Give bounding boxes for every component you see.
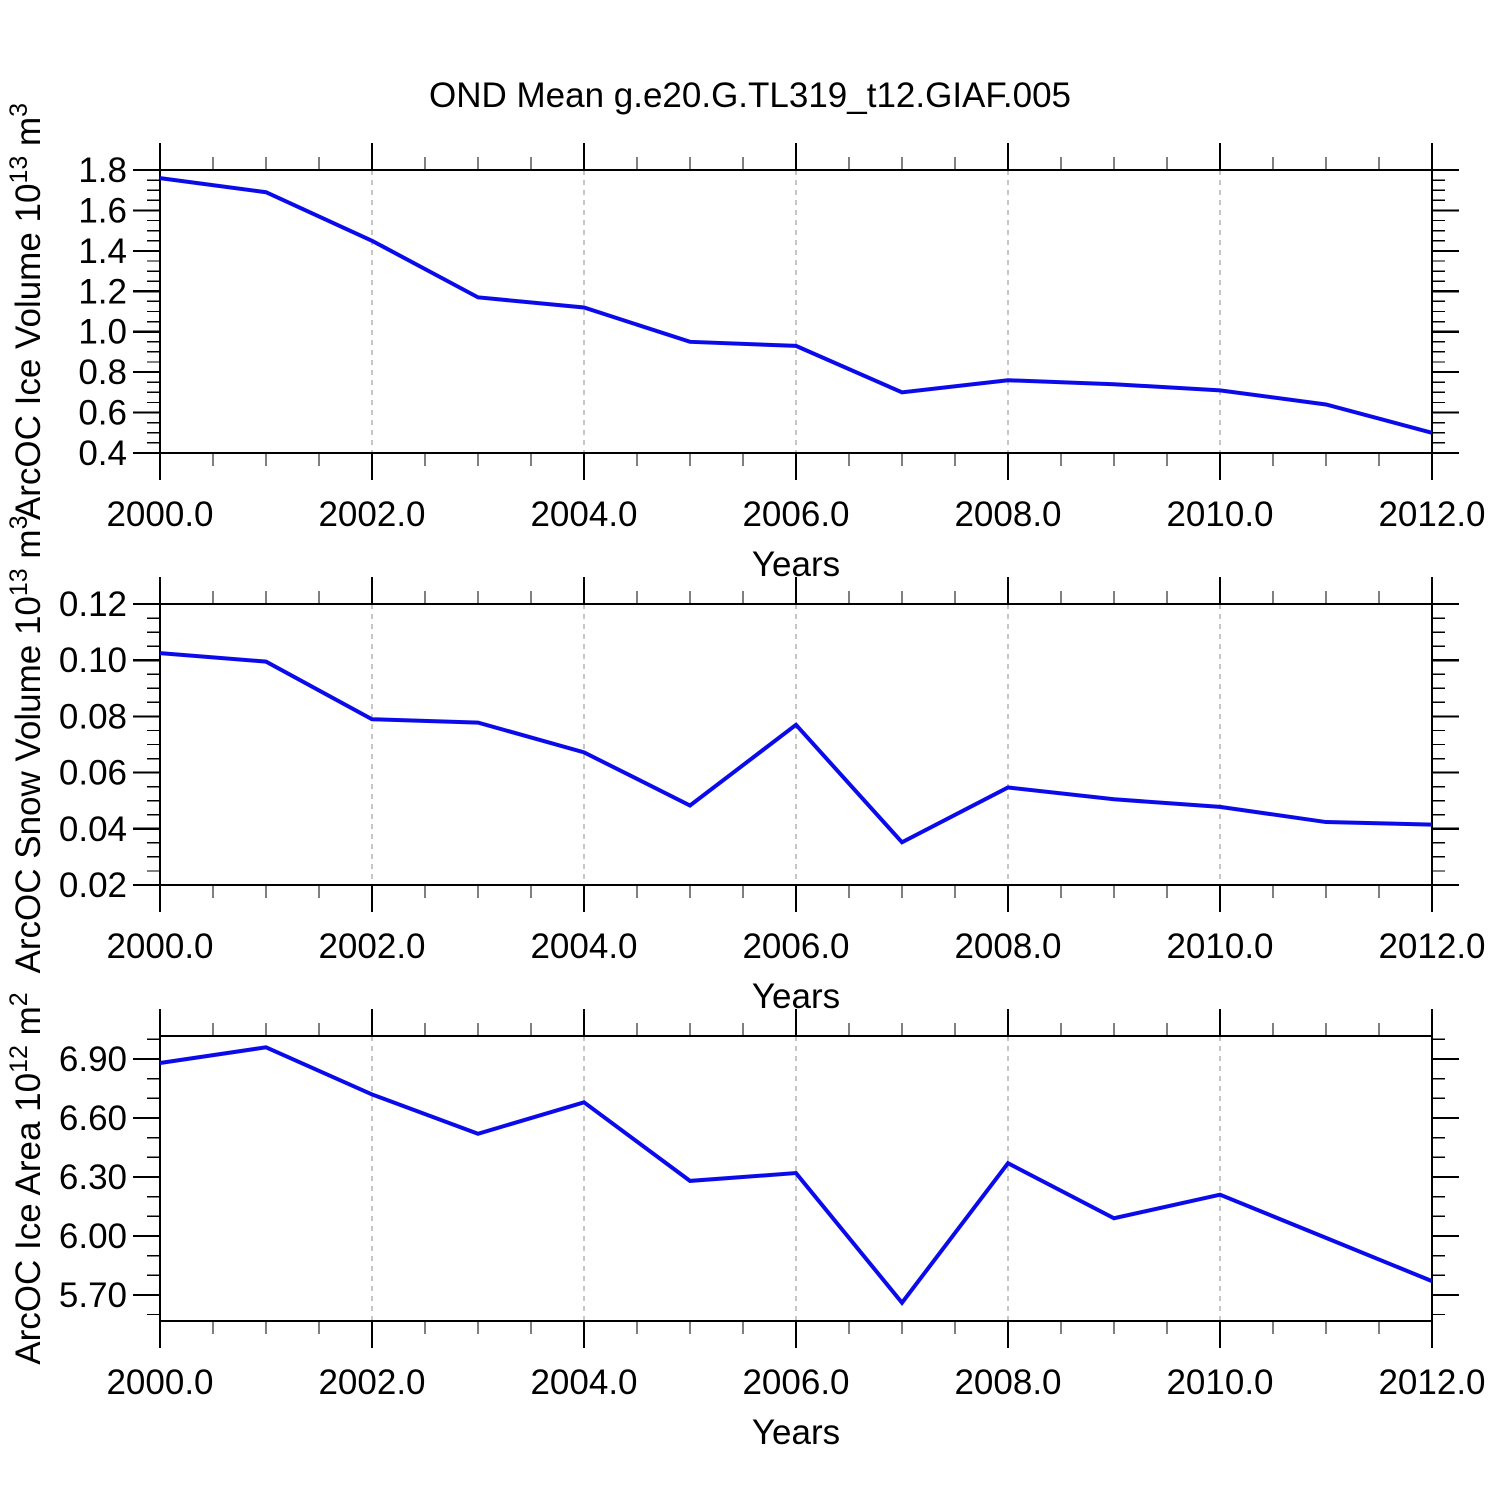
- data-line-ice-area: [159, 1045, 1433, 1306]
- x-axis-title: Years: [752, 1413, 840, 1452]
- y-tick-label: 0.6: [78, 394, 127, 433]
- y-tick-label: 1.2: [78, 272, 127, 311]
- y-axis-title-part: m: [9, 1006, 48, 1045]
- x-tick-label: 2006.0: [742, 1363, 849, 1402]
- y-axis-title-sup: 3: [5, 103, 33, 117]
- y-axis-title: ArcOC Snow Volume 1013 m3: [5, 515, 48, 973]
- x-tick-label: 2008.0: [954, 495, 1061, 534]
- x-tick-label: 2008.0: [954, 1363, 1061, 1402]
- y-axis-title: ArcOC Ice Area 1012 m2: [5, 992, 48, 1364]
- x-tick-label: 2010.0: [1166, 1363, 1273, 1402]
- x-tick-label: 2006.0: [742, 495, 849, 534]
- y-tick-label: 0.06: [59, 754, 127, 793]
- x-tick-label: 2002.0: [318, 495, 425, 534]
- y-tick-label: 5.70: [59, 1276, 127, 1315]
- charts-root: 0.40.60.81.01.21.41.61.8 2000.0 2002.0 2004…: [5, 103, 1486, 1452]
- y-axis-title-part: m: [9, 117, 48, 156]
- y-tick-label: 0.8: [78, 353, 127, 392]
- y-tick-label: 6.60: [59, 1099, 127, 1138]
- y-axis-title-sup: 13: [5, 568, 33, 596]
- x-tick-label: 2010.0: [1166, 927, 1273, 966]
- y-tick-label: 1.6: [78, 191, 127, 230]
- data-line-ice-volume: [159, 176, 1433, 435]
- x-tick-label: 2004.0: [530, 495, 637, 534]
- x-tick-label: 2012.0: [1378, 927, 1485, 966]
- y-tick-label: 0.12: [59, 585, 127, 624]
- y-tick-label: 6.30: [59, 1158, 127, 1197]
- x-tick-label: 2004.0: [530, 927, 637, 966]
- y-tick-label: 0.02: [59, 866, 127, 905]
- x-tick-label: 2002.0: [318, 1363, 425, 1402]
- y-axis-title-part: m: [9, 529, 48, 568]
- figure-title: OND Mean g.e20.G.TL319_t12.GIAF.005: [429, 76, 1071, 115]
- chart-ice-volume: 0.40.60.81.01.21.41.61.8 2000.0 2002.0 2004…: [5, 103, 1486, 584]
- y-axis-title-part: ArcOC Snow Volume 10: [9, 596, 48, 973]
- x-tick-label: 2008.0: [954, 927, 1061, 966]
- x-tick-label: 2012.0: [1378, 495, 1485, 534]
- y-axis-title-sup: 2: [5, 992, 33, 1006]
- y-tick-label: 0.04: [59, 810, 127, 849]
- y-tick-label: 6.00: [59, 1217, 127, 1256]
- y-axis-title-part: ArcOC Ice Volume 10: [9, 184, 48, 521]
- y-axis-title-sup: 3: [5, 515, 33, 529]
- chart-ice-area: 5.70 6.00 6.30 6.60 6.90 2000.0 2002.0 2004.0 20…: [5, 992, 1486, 1452]
- y-axis-title: ArcOC Ice Volume 1013 m3: [5, 103, 48, 520]
- x-tick-label: 2002.0: [318, 927, 425, 966]
- y-tick-label: 1.4: [78, 232, 127, 271]
- y-tick-label: 0.10: [59, 641, 127, 680]
- y-axis-title-part: ArcOC Ice Area 10: [9, 1073, 48, 1365]
- y-tick-label: 0.4: [78, 434, 127, 473]
- x-tick-label: 2010.0: [1166, 495, 1273, 534]
- x-tick-label: 2000.0: [106, 927, 213, 966]
- y-axis-title-sup: 12: [5, 1045, 33, 1073]
- x-tick-label: 2012.0: [1378, 1363, 1485, 1402]
- y-tick-label: 1.8: [78, 151, 127, 190]
- data-line-snow-volume: [159, 651, 1433, 845]
- y-tick-label: 0.08: [59, 697, 127, 736]
- chart-snow-volume: 0.02 0.04 0.06 0.08 0.10 0.12 2000.0 2002.0 2004…: [5, 515, 1486, 1016]
- y-tick-label: 1.0: [78, 313, 127, 352]
- y-tick-label: 6.90: [59, 1040, 127, 1079]
- x-tick-label: 2004.0: [530, 1363, 637, 1402]
- x-tick-label: 2000.0: [106, 495, 213, 534]
- x-tick-label: 2000.0: [106, 1363, 213, 1402]
- y-axis-title-sup: 13: [5, 156, 33, 184]
- x-tick-label: 2006.0: [742, 927, 849, 966]
